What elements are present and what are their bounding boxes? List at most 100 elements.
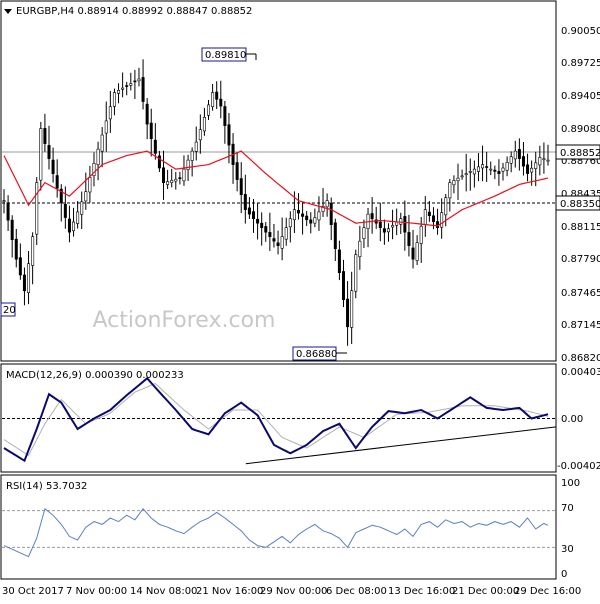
rsi-panel-frame <box>0 474 557 580</box>
time-tick-label: 30 Oct 2017 <box>2 586 64 597</box>
candle-body <box>51 159 55 174</box>
price-tick-label: 0.88115 <box>561 222 600 233</box>
price-layer <box>2 59 556 346</box>
candle-body <box>112 92 116 107</box>
time-axis: 30 Oct 2017 7 Nov 00:00 14 Nov 08:00 21 … <box>2 586 581 597</box>
time-tick-label: 29 Nov 00:00 <box>260 586 327 597</box>
candle-body <box>526 164 530 174</box>
candle-body <box>448 182 452 199</box>
time-tick-label: 7 Nov 00:00 <box>66 586 127 597</box>
candle-body <box>378 221 382 228</box>
price-tick-label: 0.88760 <box>561 156 600 167</box>
candle-body <box>509 156 513 164</box>
candle-body <box>276 242 280 246</box>
candle-body <box>288 218 292 228</box>
price-tick-label: 0.87465 <box>561 288 600 299</box>
candle-body <box>27 263 31 293</box>
candle-body <box>419 225 423 244</box>
candle-body <box>84 191 88 202</box>
candle-body <box>272 238 276 242</box>
rsi-label: RSI(14) 53.7032 <box>6 481 87 492</box>
symbol-header: EURGBP,H4 0.88914 0.88992 0.88847 0.8885… <box>4 6 252 17</box>
candle-body <box>43 128 47 144</box>
candle-body <box>207 104 211 116</box>
rsi-tick-label: 0 <box>561 569 567 580</box>
high-label-box <box>201 47 247 62</box>
candle-body <box>382 228 386 233</box>
time-tick-label: 21 Dec 00:00 <box>452 586 519 597</box>
rsi-line <box>3 507 549 558</box>
candle-body <box>362 227 366 239</box>
rsi-layer <box>2 507 556 558</box>
candle-body <box>301 213 305 217</box>
candle-body <box>235 162 239 180</box>
candle-body <box>411 247 415 260</box>
high-annotation: 0.89810 <box>201 47 257 62</box>
macd-tick-label: 0.00 <box>561 414 583 425</box>
candle-body <box>309 219 313 224</box>
left-edge-label-box <box>0 302 16 317</box>
candle-body <box>247 207 251 215</box>
current-price-label: 0.88852 <box>560 148 600 159</box>
candle-body <box>329 202 333 225</box>
candle-body <box>423 209 427 225</box>
candle-body <box>391 225 395 228</box>
candle-body <box>67 218 71 233</box>
price-tick-label: 0.87145 <box>561 320 600 331</box>
left-edge-label: 20 <box>3 305 16 316</box>
price-tick-label: 0.86820 <box>561 353 600 364</box>
high-label: 0.89810 <box>205 50 246 61</box>
candle-body <box>284 227 288 240</box>
candle-body <box>296 209 300 214</box>
candle-body <box>530 167 534 173</box>
candle-body <box>55 175 59 189</box>
candle-body <box>108 106 112 120</box>
candle-body <box>460 175 464 178</box>
price-tick-label: 0.90050 <box>561 26 600 37</box>
price-tick-label: 0.88435 <box>561 189 600 200</box>
left-edge-annotation: 20 <box>0 302 16 317</box>
candle-body <box>125 85 129 87</box>
candle-body <box>542 158 546 161</box>
candle-body <box>96 148 100 165</box>
candle-body <box>72 221 76 232</box>
candle-body <box>47 145 51 159</box>
candle-body <box>333 222 337 249</box>
current-price-marker: 0.88852 <box>555 144 600 160</box>
macd-tick-label: 0.00403 <box>561 367 600 378</box>
candle-body <box>403 216 407 233</box>
rsi-tick-label: 100 <box>561 478 580 489</box>
moving-average-line <box>3 150 549 227</box>
candle-body <box>489 168 493 171</box>
candle-body <box>386 228 390 233</box>
price-tick-label: 0.89080 <box>561 124 600 135</box>
candle-body <box>521 156 525 167</box>
candle-body <box>264 226 268 233</box>
candle-body <box>104 120 108 134</box>
low-label: 0.86880 <box>296 349 337 360</box>
candle-body <box>186 159 190 170</box>
candle-body <box>76 211 80 224</box>
price-y-axis: 0.90050 0.89725 0.89405 0.89080 0.88760 … <box>561 26 600 364</box>
candle-body <box>174 178 178 182</box>
candle-body <box>92 163 96 176</box>
candle-body <box>166 181 170 185</box>
candle-body <box>202 117 206 132</box>
candle-body <box>399 218 403 225</box>
macd-panel-frame <box>0 363 557 473</box>
candle-body <box>505 162 509 171</box>
candle-body <box>436 221 440 228</box>
candle-body <box>190 150 194 161</box>
candle-body <box>464 173 468 175</box>
candle-body <box>6 202 10 221</box>
candle-body <box>292 209 296 221</box>
current-price-box <box>555 144 600 160</box>
candle-body <box>350 290 354 328</box>
time-tick-label: 6 Dec 08:00 <box>326 586 387 597</box>
candle-body <box>513 150 517 160</box>
candle-body <box>497 171 501 174</box>
candle-body <box>444 197 448 216</box>
